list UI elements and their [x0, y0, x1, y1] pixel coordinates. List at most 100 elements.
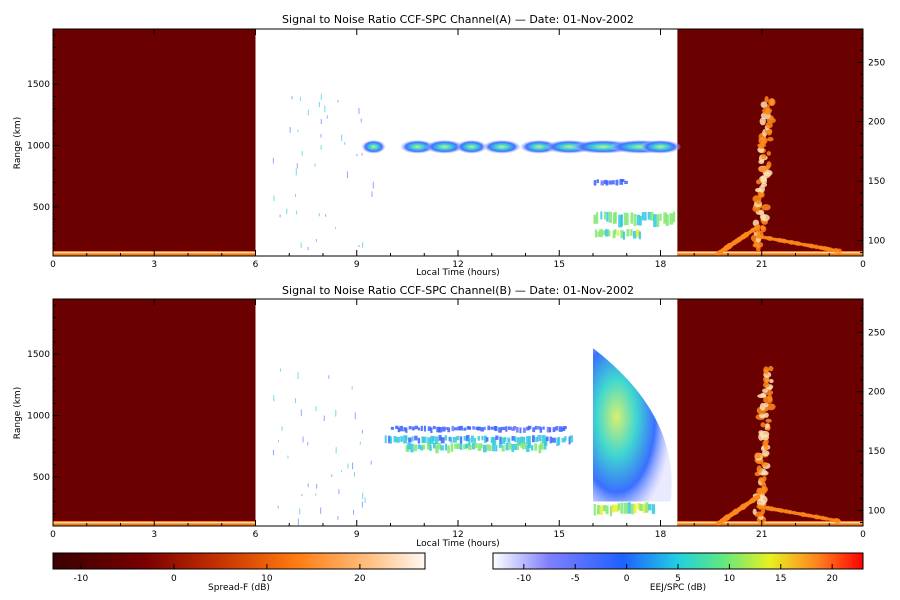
plume-cell: [756, 465, 762, 474]
echo-cell: [617, 230, 620, 236]
echo-layer: [361, 140, 681, 154]
echo-cell: [651, 504, 656, 514]
echo-speck: [340, 470, 342, 473]
echo-cell: [459, 425, 463, 431]
echo-cell: [411, 436, 414, 442]
echo-cell: [414, 435, 418, 441]
plume-cell: [752, 508, 757, 515]
echo-cell: [393, 435, 397, 443]
plume-cell: [765, 121, 773, 129]
plume-cell: [752, 195, 762, 203]
echo-cell: [539, 442, 544, 450]
echo-cell: [608, 180, 613, 185]
echo-cell: [599, 229, 603, 238]
echo-layer: [390, 425, 567, 434]
echo-speck: [297, 372, 299, 380]
echo-cell: [498, 427, 502, 433]
echo-speck: [294, 194, 296, 197]
echo-cell: [519, 427, 522, 434]
echo-cell: [641, 212, 645, 221]
echo-blob: [425, 140, 464, 154]
echo-fan: [593, 348, 672, 502]
colorbar-spread-f-bar: [52, 552, 426, 570]
echo-cell: [515, 426, 519, 433]
echo-speck: [279, 368, 281, 372]
echo-cell: [546, 426, 551, 433]
echo-cell: [403, 427, 407, 432]
colorbar-eej-ticks: -10 -5 0 5 10 15 20: [516, 564, 838, 584]
x-tick-label: 3: [151, 260, 157, 270]
echo-speck: [370, 460, 372, 465]
echo-cell: [384, 435, 387, 444]
echo-speck: [354, 412, 356, 420]
echo-cell: [495, 445, 498, 452]
echo-cell: [535, 436, 538, 442]
echo-cell: [451, 425, 454, 432]
echo-cell: [526, 426, 530, 431]
echo-cell: [438, 427, 443, 433]
plume-cell: [767, 137, 774, 142]
echo-speck: [300, 242, 302, 249]
echo-cell: [395, 425, 399, 430]
echo-cell: [486, 444, 490, 451]
echo-cell: [507, 437, 511, 443]
echo-speck: [297, 129, 299, 133]
echo-cell: [630, 229, 633, 236]
echo-speck: [347, 463, 349, 469]
echo-cell: [417, 444, 421, 450]
x-tick-label: 3: [151, 530, 157, 540]
echo-cell: [593, 214, 597, 224]
echo-cell: [653, 214, 657, 228]
echo-cell: [408, 437, 412, 443]
y-tick-label: 1500: [27, 350, 50, 360]
echo-cell: [442, 426, 446, 432]
x-tick-label: 9: [354, 260, 360, 270]
echo-cell: [463, 436, 467, 441]
echo-layer: [593, 348, 672, 502]
plume-cell: [836, 248, 842, 254]
echo-cell: [445, 427, 449, 431]
echo-layer: [593, 178, 628, 186]
echo-cell: [390, 426, 394, 430]
echo-cell: [411, 426, 415, 431]
echo-speck: [353, 509, 355, 515]
colorbar-spread-f-label: Spread-F (dB): [208, 583, 270, 593]
echo-cell: [435, 444, 439, 454]
spread-f-bottom-strip: [677, 521, 863, 526]
right-y-tick-label: 100: [868, 507, 885, 517]
colorbar-eej-label: EEJ/SPC (dB): [650, 583, 706, 593]
echo-cell: [414, 425, 419, 430]
echo-cell: [569, 435, 573, 443]
echo-layer: [594, 229, 642, 240]
panel-a-plot: 0 3 6 9 12 15 18 21 0 500 1000 1500 100 150 200 250: [27, 28, 885, 270]
echo-cell: [511, 427, 515, 431]
echo-cell: [635, 229, 640, 237]
echo-cell: [427, 426, 431, 431]
echo-cell: [482, 444, 487, 453]
echo-speck: [296, 210, 298, 215]
echo-cell: [481, 435, 484, 441]
echo-cell: [514, 436, 517, 443]
echo-speck: [335, 409, 337, 417]
echo-speck: [337, 515, 339, 520]
echo-cell: [429, 444, 432, 451]
echo-cell: [410, 443, 414, 453]
panel-a-xlabel: Local Time (hours): [416, 268, 499, 278]
echo-speck: [277, 505, 279, 509]
echo-cell: [480, 427, 485, 432]
echo-speck: [337, 100, 339, 103]
echo-cell: [490, 437, 495, 444]
echo-cell: [463, 427, 467, 431]
echo-cell: [465, 443, 469, 449]
echo-speck: [302, 436, 304, 443]
echo-cell: [600, 180, 605, 186]
colorbar-spread-f-ticks: -10 0 10 20: [74, 564, 366, 584]
echo-cell: [456, 443, 461, 450]
colorbar-tick-label: 0: [171, 574, 177, 584]
colorbar-tick-label: 0: [624, 574, 630, 584]
y-tick-label: 1500: [27, 80, 50, 90]
echo-speck: [320, 145, 322, 150]
plume-cell: [754, 452, 761, 459]
echo-speck: [356, 154, 358, 157]
echo-cell: [542, 426, 545, 430]
